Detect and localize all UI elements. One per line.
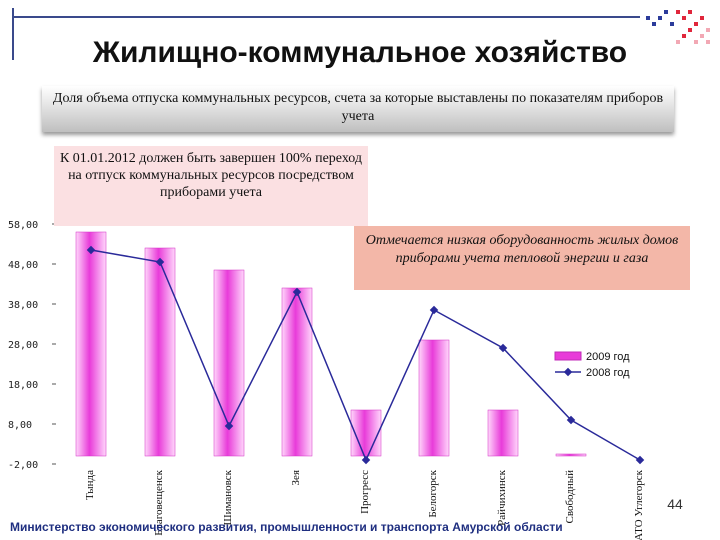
category-label: Зея: [290, 470, 302, 485]
chart-subtitle: Доля объема отпуска коммунальных ресурсо…: [42, 86, 674, 132]
point-2008: [361, 455, 371, 465]
y-tick-label: 28,00: [8, 340, 38, 351]
legend-label-2009: 2009 год: [586, 351, 630, 363]
callout-low-equipment-note: Отмечается низкая оборудованность жилых …: [354, 226, 690, 290]
point-2008: [224, 421, 234, 431]
page-number: 44: [667, 496, 683, 512]
bar-2009: [350, 409, 382, 457]
frame-line-horizontal: [12, 16, 640, 18]
y-tick-label: 8,00: [8, 420, 32, 431]
category-label: Прогресс: [359, 470, 371, 514]
bar-2009: [487, 409, 519, 457]
legend-marker-2008: [563, 367, 573, 377]
legend-label-2008: 2008 год: [586, 367, 630, 379]
bar-2009: [75, 231, 107, 457]
y-tick-label: 48,00: [8, 260, 38, 271]
category-label: ЗАТО Углегорск: [633, 469, 645, 540]
footer-ministry: Министерство экономического развития, пр…: [10, 520, 563, 534]
callout-transition-note: К 01.01.2012 должен быть завершен 100% п…: [54, 146, 368, 226]
legend-swatch-2009: [554, 351, 582, 361]
page-title: Жилищно-коммунальное хозяйство: [92, 36, 628, 69]
point-2008: [498, 343, 508, 353]
legend: 2009 год 2008 год: [554, 351, 630, 379]
category-label: Райчихинск: [496, 469, 508, 525]
point-2008: [635, 455, 645, 465]
category-label: Белогорск: [427, 469, 439, 517]
y-axis-labels: -2,00 8,00 18,00 28,00 38,00 48,00 58,00: [8, 220, 56, 471]
category-label: Шимановск: [222, 469, 234, 525]
category-label: Тында: [84, 470, 96, 500]
line-series: [86, 245, 645, 465]
y-tick-label: 18,00: [8, 380, 38, 391]
decorative-dots-icon: [646, 10, 710, 44]
y-tick-label: -2,00: [8, 460, 38, 471]
point-2008: [292, 287, 302, 297]
point-2008: [566, 415, 576, 425]
category-label: Свободный: [564, 470, 576, 524]
bar-2009: [144, 247, 176, 457]
y-tick-label: 38,00: [8, 300, 38, 311]
point-2008: [429, 305, 439, 315]
bar-2009: [418, 339, 450, 457]
bar-2009: [555, 453, 587, 457]
category-label: Благовещенск: [153, 469, 165, 535]
frame-line-vertical: [12, 8, 14, 60]
y-tick-label: 58,00: [8, 220, 38, 231]
bars: [75, 231, 587, 457]
point-2008: [155, 257, 165, 267]
category-labels: Тында Благовещенск Шимановск Зея Прогресс Бел…: [84, 469, 645, 540]
point-2008: [86, 245, 96, 255]
